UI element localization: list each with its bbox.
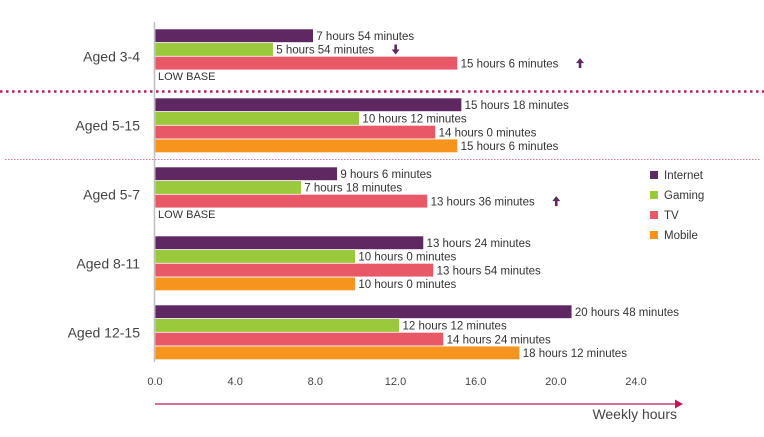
legend-swatch bbox=[650, 171, 658, 179]
data-label: 14 hours 24 minutes bbox=[447, 334, 551, 346]
data-label: 10 hours 0 minutes bbox=[358, 279, 456, 291]
bar bbox=[154, 194, 428, 209]
data-label: 7 hours 18 minutes bbox=[304, 183, 402, 195]
group-label: Aged 5-15 bbox=[75, 117, 140, 133]
group-label: Aged 12-15 bbox=[68, 324, 141, 340]
data-label: 9 hours 6 minutes bbox=[340, 169, 432, 181]
group-labels: Aged 3-4 Aged 5-15 Aged 5-7 Aged 8-11 Aged 1… bbox=[68, 48, 141, 340]
bar bbox=[154, 180, 302, 195]
data-label: 10 hours 12 minutes bbox=[362, 114, 466, 126]
group-label: Aged 3-4 bbox=[83, 48, 140, 64]
bar bbox=[154, 263, 434, 278]
legend-label: TV bbox=[664, 210, 679, 222]
arrow-up-icon bbox=[576, 58, 585, 69]
data-label: 13 hours 54 minutes bbox=[437, 265, 541, 277]
low-base-note: LOW BASE bbox=[158, 209, 215, 221]
arrow-up-icon bbox=[552, 196, 561, 207]
x-axis: 0.0 4.0 8.0 12.0 16.0 20.0 24.0 Weekly hours bbox=[147, 22, 683, 422]
tick-label: 8.0 bbox=[308, 376, 323, 388]
legend-swatch bbox=[650, 191, 658, 199]
low-base-note: LOW BASE bbox=[158, 71, 215, 83]
bar bbox=[154, 42, 274, 57]
bar bbox=[154, 345, 521, 360]
arrow-right-icon bbox=[675, 399, 683, 409]
legend-swatch bbox=[650, 211, 658, 219]
data-label: 15 hours 6 minutes bbox=[461, 58, 559, 70]
legend: Internet Gaming TV Mobile bbox=[650, 170, 704, 242]
tick-label: 20.0 bbox=[545, 376, 566, 388]
data-label: 14 hours 0 minutes bbox=[439, 127, 537, 139]
data-label: 18 hours 12 minutes bbox=[523, 348, 627, 360]
legend-label: Mobile bbox=[664, 230, 698, 242]
bar bbox=[154, 304, 573, 319]
data-label: 13 hours 36 minutes bbox=[431, 196, 535, 208]
bar bbox=[154, 56, 458, 71]
data-label: 7 hours 54 minutes bbox=[316, 31, 414, 43]
data-label: 13 hours 24 minutes bbox=[427, 238, 531, 250]
data-label: 15 hours 18 minutes bbox=[465, 100, 569, 112]
group-label: Aged 5-7 bbox=[83, 186, 140, 202]
bars: 7 hours 54 minutes 5 hours 54 minutes 15 h… bbox=[154, 28, 679, 360]
tick-label: 12.0 bbox=[385, 376, 406, 388]
bar bbox=[154, 332, 444, 347]
tick-label: 24.0 bbox=[625, 376, 646, 388]
bar bbox=[154, 318, 400, 333]
bar bbox=[154, 111, 360, 126]
data-label: 10 hours 0 minutes bbox=[358, 252, 456, 264]
bar bbox=[154, 97, 462, 112]
bar bbox=[154, 166, 338, 181]
data-label: 12 hours 12 minutes bbox=[403, 321, 507, 333]
arrow-down-icon bbox=[391, 44, 400, 55]
legend-swatch bbox=[650, 231, 658, 239]
data-label: 15 hours 6 minutes bbox=[461, 141, 559, 153]
bar bbox=[154, 28, 314, 43]
dividers bbox=[0, 90, 764, 160]
tick-label: 16.0 bbox=[465, 376, 486, 388]
tick-label: 0.0 bbox=[147, 376, 162, 388]
legend-label: Internet bbox=[664, 170, 704, 182]
legend-label: Gaming bbox=[664, 190, 704, 202]
bar bbox=[154, 235, 424, 250]
bar bbox=[154, 276, 356, 291]
group-label: Aged 8-11 bbox=[76, 255, 140, 271]
x-axis-title: Weekly hours bbox=[592, 406, 677, 422]
tick-label: 4.0 bbox=[228, 376, 243, 388]
bar bbox=[154, 138, 458, 153]
bar bbox=[154, 249, 356, 264]
data-label: 20 hours 48 minutes bbox=[575, 307, 679, 319]
bar bbox=[154, 125, 436, 140]
data-label: 5 hours 54 minutes bbox=[276, 45, 374, 57]
